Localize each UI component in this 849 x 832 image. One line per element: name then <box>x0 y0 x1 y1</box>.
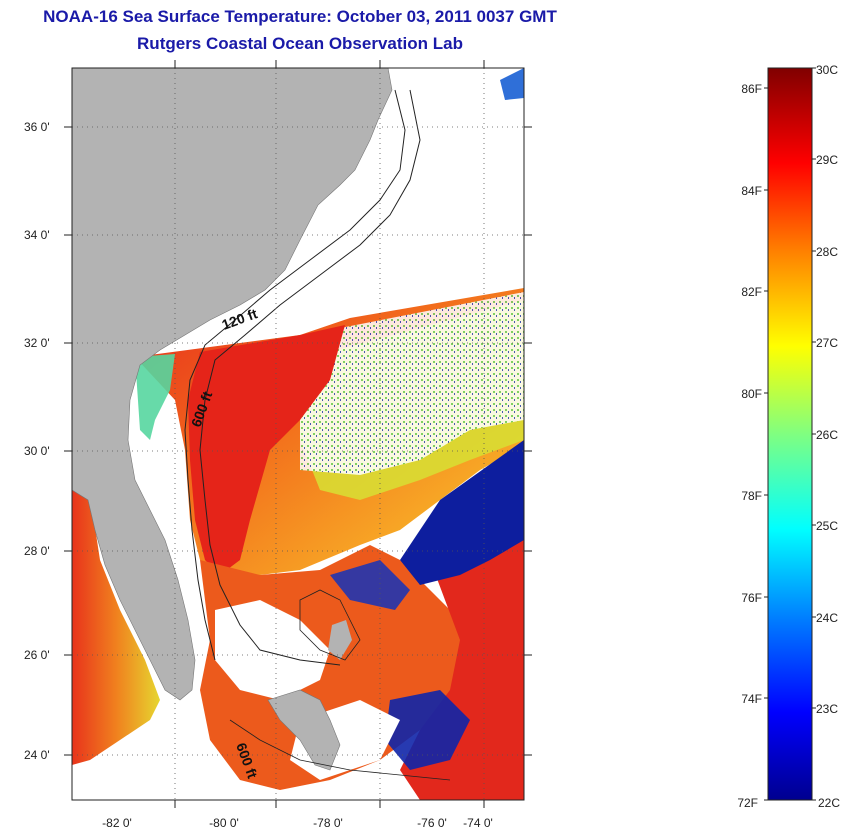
lat-tick-label: 30 0' <box>24 444 50 458</box>
colorbar-celsius-label: 22C <box>818 796 840 810</box>
colorbar-celsius-label: 25C <box>816 519 838 533</box>
land-andros <box>328 620 352 660</box>
lon-tick-label: -74 0' <box>463 816 493 830</box>
land-southeast-us <box>72 68 393 701</box>
colorbar-celsius-label: 30C <box>816 63 838 77</box>
axis-ticks <box>64 60 532 808</box>
lat-tick-label: 28 0' <box>24 544 50 558</box>
lat-tick-label: 36 0' <box>24 120 50 134</box>
lat-axis-labels: 36 0' 34 0' 32 0' 30 0' 28 0' 26 0' 24 0… <box>24 120 50 762</box>
cold-patch-south <box>385 690 470 770</box>
lat-tick-label: 24 0' <box>24 748 50 762</box>
cold-patch-east <box>400 440 524 585</box>
temperature-colorbar: 30C 29C 28C 27C 26C 25C 24C 23C 22C 86F … <box>737 63 840 810</box>
colorbar-fahrenheit-label: 80F <box>741 387 762 401</box>
colorbar-fahrenheit-label: 72F <box>737 796 758 810</box>
contour-bahamas <box>299 589 361 661</box>
lon-tick-label: -78 0' <box>313 816 343 830</box>
lon-tick-label: -76 0' <box>417 816 447 830</box>
colorbar-celsius-label: 26C <box>816 428 838 442</box>
map-title: NOAA-16 Sea Surface Temperature: October… <box>43 7 557 26</box>
colorbar-celsius-label: 28C <box>816 245 838 259</box>
gulf-stream-core <box>188 325 345 575</box>
cloud-speckle-region <box>300 292 524 475</box>
colorbar-fahrenheit-label: 76F <box>741 591 762 605</box>
sst-gulf-of-mexico <box>72 490 160 765</box>
contour-120ft <box>184 89 406 661</box>
colorbar-celsius-label: 23C <box>816 702 838 716</box>
lon-axis-labels: -82 0' -80 0' -78 0' -76 0' -74 0' <box>102 816 493 830</box>
cool-coastal-band <box>135 354 175 440</box>
colorbar-fahrenheit-label: 74F <box>741 692 762 706</box>
colorbar-celsius-label: 27C <box>816 336 838 350</box>
colorbar-fahrenheit-label: 84F <box>741 184 762 198</box>
colorbar-celsius-label: 24C <box>816 611 838 625</box>
lon-tick-label: -82 0' <box>102 816 132 830</box>
colorbar-fahrenheit-label: 78F <box>741 489 762 503</box>
map-gridlines <box>72 68 524 800</box>
lon-tick-label: -80 0' <box>209 816 239 830</box>
contour-600ft <box>199 89 421 666</box>
lat-tick-label: 32 0' <box>24 336 50 350</box>
map-subtitle: Rutgers Coastal Ocean Observation Lab <box>137 34 463 53</box>
colorbar-gradient <box>767 67 813 801</box>
map-canvas: 120 ft 600 ft 600 ft <box>72 68 524 800</box>
cold-patch-center <box>330 560 410 610</box>
colorbar-fahrenheit-label: 82F <box>741 285 762 299</box>
land-northeast-corner <box>500 68 524 100</box>
lat-tick-label: 34 0' <box>24 228 50 242</box>
map-frame <box>71 67 525 801</box>
contour-south <box>229 719 451 781</box>
land-cuba <box>267 689 341 771</box>
lat-tick-label: 26 0' <box>24 648 50 662</box>
cloud-south <box>215 600 330 700</box>
colorbar-celsius-label: 29C <box>816 153 838 167</box>
colorbar-fahrenheit-label: 86F <box>741 82 762 96</box>
